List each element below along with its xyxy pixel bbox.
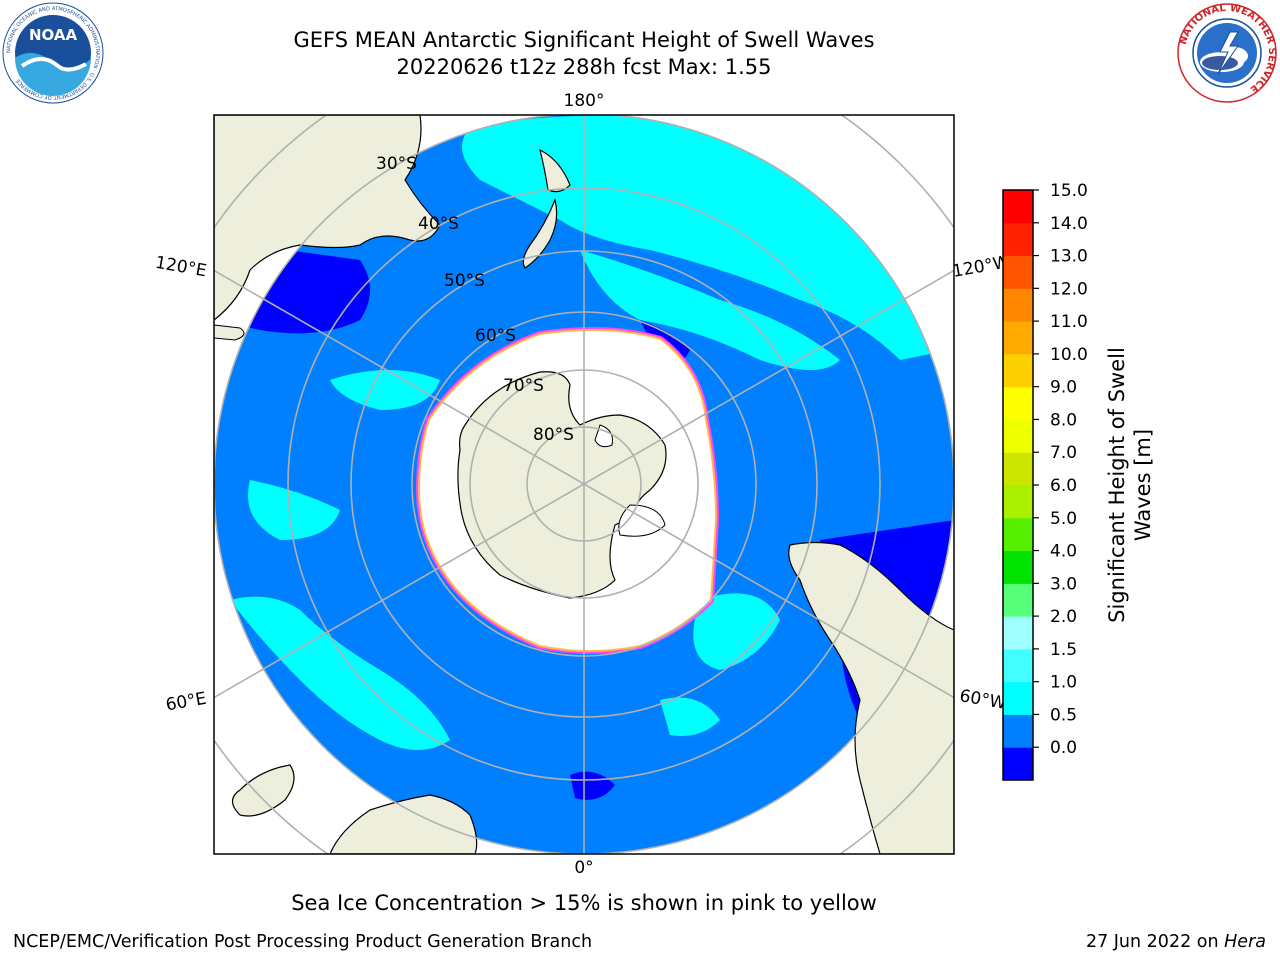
colorbar-tick-label: 6.0 [1050,476,1077,496]
colorbar-tick-label: 1.5 [1050,640,1077,660]
colorbar-tick-label: 8.0 [1050,410,1077,430]
colorbar-tick-label: 12.0 [1050,279,1088,299]
lon-label-60w: 60°W [958,686,1008,714]
lat-label-80s: 80°S [533,425,574,445]
map-area: 30°S 40°S 50°S 60°S 70°S 80°S [214,115,954,854]
colorbar-tick-label: 14.0 [1050,214,1088,234]
swell-patch-upper-left [330,370,440,410]
lat-label-60s: 60°S [475,326,516,346]
colorbar-tick-label: 2.0 [1050,607,1077,627]
colorbar-tick-label: 1.0 [1050,673,1077,693]
colorbar-tick-label: 9.0 [1050,378,1077,398]
footer-date: 27 Jun 2022 on Hera [1086,932,1266,952]
sea-ice-caption: Sea Ice Concentration > 15% is shown in … [291,891,877,915]
lat-label-40s: 40°S [418,214,459,234]
tasmania [214,324,245,341]
madagascar [231,764,295,817]
colorbar-segment [1003,288,1033,322]
colorbar: 15.0 14.0 13.0 12.0 11.0 10.0 9.0 8.0 7.0 6.0 5.0 4… [1002,181,1088,781]
graticule [214,115,954,854]
footer-date-text: 27 Jun 2022 on [1085,932,1225,952]
colorbar-segment [1003,616,1033,650]
noaa-logo-text: NOAA [29,26,78,44]
colorbar-segment [1003,681,1033,715]
africa [329,794,478,854]
swell-1-1p5-patch [580,250,840,370]
colorbar-tick-label: 3.0 [1050,574,1077,594]
new-zealand-north [539,148,571,193]
chart-title: GEFS MEAN Antarctic Significant Height o… [293,28,875,52]
colorbar-segment [1003,485,1033,519]
colorbar-tick-label: 0.5 [1050,705,1077,725]
colorbar-segment [1003,714,1033,748]
colorbar-tick-label: 11.0 [1050,312,1088,332]
lon-label-180: 180° [564,91,605,111]
south-america [788,541,954,854]
colorbar-tick-label: 0.0 [1050,738,1077,758]
colorbar-segment [1003,222,1033,257]
colorbar-tick-label: 5.0 [1050,509,1077,529]
colorbar-segment [1003,583,1033,617]
footer-machine: Hera [1224,932,1266,952]
swell-patch-bottom [660,697,720,736]
ross-ice-shelf [594,424,613,448]
colorbar-label-line1: Significant Height of Swell [1105,347,1129,623]
ronne-ice-shelf [618,504,666,537]
colorbar-segment [1003,321,1033,355]
lon-label-60e: 60°E [164,689,208,716]
lat-label-30s: 30°S [376,154,417,174]
colorbar-tick-label: 10.0 [1050,345,1088,365]
colorbar-label-line2: Waves [m] [1131,429,1155,541]
colorbar-segment [1003,648,1033,683]
colorbar-tick-label: 13.0 [1050,247,1088,267]
swell-patch-lower-right [693,593,780,670]
colorbar-tick-label: 15.0 [1050,181,1088,201]
colorbar-segment [1003,190,1033,224]
lat-label-70s: 70°S [503,376,544,396]
colorbar-segment [1003,419,1033,453]
nws-logo: NATIONAL WEATHER SERVICE [1177,3,1277,103]
new-zealand-south [522,198,558,269]
lat-label-50s: 50°S [444,271,485,291]
lon-label-120e: 120°E [154,253,208,282]
colorbar-segment [1003,353,1033,388]
swell-patch-left [248,480,340,540]
colorbar-segment [1003,550,1033,584]
colorbar-tick-label: 4.0 [1050,542,1077,562]
colorbar-segment [1003,452,1033,486]
map-frame [213,114,955,855]
colorbar-tick-label: 7.0 [1050,443,1077,463]
lon-label-0: 0° [574,858,593,878]
colorbar-segment [1003,255,1033,289]
colorbar-segment [1003,517,1033,552]
chart-subtitle: 20220626 t12z 288h fcst Max: 1.55 [396,55,772,79]
noaa-logo: NOAA NATIONAL OCEANIC AND ATMOSPHERIC AD… [2,2,104,104]
colorbar-segment [1003,747,1033,781]
footer-branch: NCEP/EMC/Verification Post Processing Pr… [13,932,593,952]
colorbar-segment [1003,386,1033,420]
